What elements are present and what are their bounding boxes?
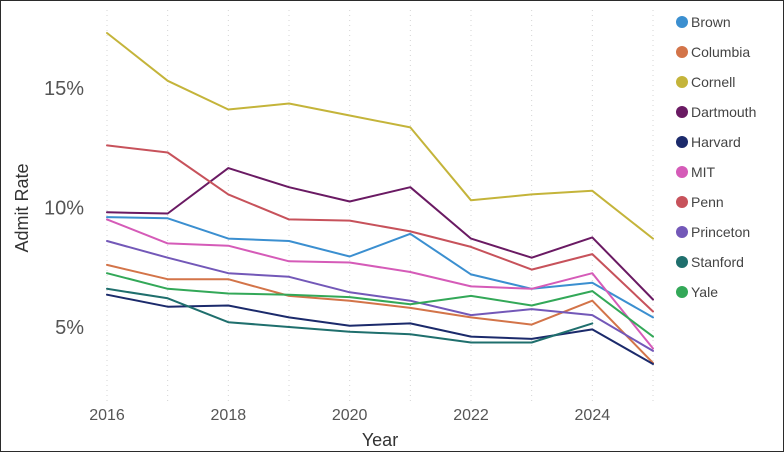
x-tick-label: 2020 <box>332 407 368 424</box>
series-line-cornell <box>106 32 654 240</box>
series-lines <box>106 32 654 365</box>
legend-marker <box>676 256 688 268</box>
y-axis-title: Admit Rate <box>12 163 32 252</box>
x-axis-ticks: 2016 2018 2020 2022 2024 <box>89 407 610 424</box>
legend-marker <box>676 136 688 148</box>
legend-item-brown[interactable]: Brown <box>676 14 731 30</box>
legend-marker <box>676 166 688 178</box>
series-line-brown <box>106 216 654 319</box>
legend-item-yale[interactable]: Yale <box>676 284 718 300</box>
legend-marker <box>676 286 688 298</box>
legend-item-mit[interactable]: MIT <box>676 164 716 180</box>
series-line-dartmouth <box>106 167 654 301</box>
legend-label: MIT <box>691 164 716 180</box>
gridlines <box>106 10 654 404</box>
legend-label: Yale <box>691 284 718 300</box>
x-tick-label: 2016 <box>89 407 125 424</box>
legend-item-stanford[interactable]: Stanford <box>676 254 744 270</box>
legend-item-columbia[interactable]: Columbia <box>676 44 750 60</box>
legend-marker <box>676 46 688 58</box>
legend-item-penn[interactable]: Penn <box>676 194 724 210</box>
legend-marker <box>676 76 688 88</box>
x-tick-label: 2024 <box>575 407 611 424</box>
x-tick-label: 2018 <box>211 407 247 424</box>
legend-marker <box>676 106 688 118</box>
legend-label: Princeton <box>691 224 750 240</box>
legend-label: Cornell <box>691 74 735 90</box>
legend-marker <box>676 196 688 208</box>
y-axis-ticks: 5% 10% 15% <box>44 78 84 339</box>
series-line-stanford <box>106 287 594 344</box>
y-tick-label: 15% <box>44 78 84 100</box>
series-line-penn <box>106 144 654 313</box>
legend-item-cornell[interactable]: Cornell <box>676 74 735 90</box>
y-tick-label: 10% <box>44 198 84 220</box>
legend-item-harvard[interactable]: Harvard <box>676 134 741 150</box>
legend-marker <box>676 16 688 28</box>
legend-item-dartmouth[interactable]: Dartmouth <box>676 104 756 120</box>
legend-label: Columbia <box>691 44 750 60</box>
y-tick-label: 5% <box>55 317 84 339</box>
series-line-yale <box>106 272 654 338</box>
x-axis-title: Year <box>362 430 398 450</box>
series-line-harvard <box>106 293 654 365</box>
legend-item-princeton[interactable]: Princeton <box>676 224 750 240</box>
legend-label: Penn <box>691 194 724 210</box>
legend-label: Brown <box>691 14 731 30</box>
series-line-mit <box>106 218 654 350</box>
legend: Brown Columbia Cornell Dartmouth Harvard MIT P… <box>676 14 756 300</box>
legend-label: Harvard <box>691 134 741 150</box>
legend-marker <box>676 226 688 238</box>
x-tick-label: 2022 <box>453 407 489 424</box>
legend-label: Dartmouth <box>691 104 756 120</box>
series-line-princeton <box>106 240 654 352</box>
legend-label: Stanford <box>691 254 744 270</box>
